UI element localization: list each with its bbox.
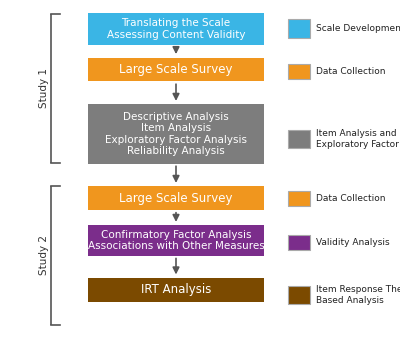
Bar — [88, 13, 264, 45]
Text: Large Scale Survey: Large Scale Survey — [119, 63, 233, 76]
Bar — [288, 19, 310, 38]
Bar — [88, 186, 264, 210]
Bar — [88, 58, 264, 81]
Bar — [88, 278, 264, 302]
Text: Data Collection: Data Collection — [316, 194, 386, 203]
Bar — [288, 285, 310, 304]
Bar — [88, 104, 264, 164]
Bar — [288, 64, 310, 79]
Text: Item Response Theory
Based Analysis: Item Response Theory Based Analysis — [316, 285, 400, 305]
Text: Large Scale Survey: Large Scale Survey — [119, 192, 233, 205]
Bar — [288, 129, 310, 148]
Text: Data Collection: Data Collection — [316, 67, 386, 76]
Text: Scale Development: Scale Development — [316, 24, 400, 33]
Text: IRT Analysis: IRT Analysis — [141, 283, 211, 296]
Bar — [288, 191, 310, 206]
Text: Translating the Scale
Assessing Content Validity: Translating the Scale Assessing Content … — [107, 18, 245, 40]
Bar — [88, 225, 264, 256]
Text: Study 1: Study 1 — [39, 68, 49, 108]
Bar — [288, 235, 310, 250]
Text: Item Analysis and
Exploratory Factor Analysis: Item Analysis and Exploratory Factor Ana… — [316, 129, 400, 149]
Text: Study 2: Study 2 — [39, 235, 49, 275]
Text: Descriptive Analysis
Item Analysis
Exploratory Factor Analysis
Reliability Analy: Descriptive Analysis Item Analysis Explo… — [105, 112, 247, 156]
Text: Confirmatory Factor Analysis
Associations with Other Measures: Confirmatory Factor Analysis Association… — [88, 230, 264, 252]
Text: Validity Analysis: Validity Analysis — [316, 238, 390, 247]
